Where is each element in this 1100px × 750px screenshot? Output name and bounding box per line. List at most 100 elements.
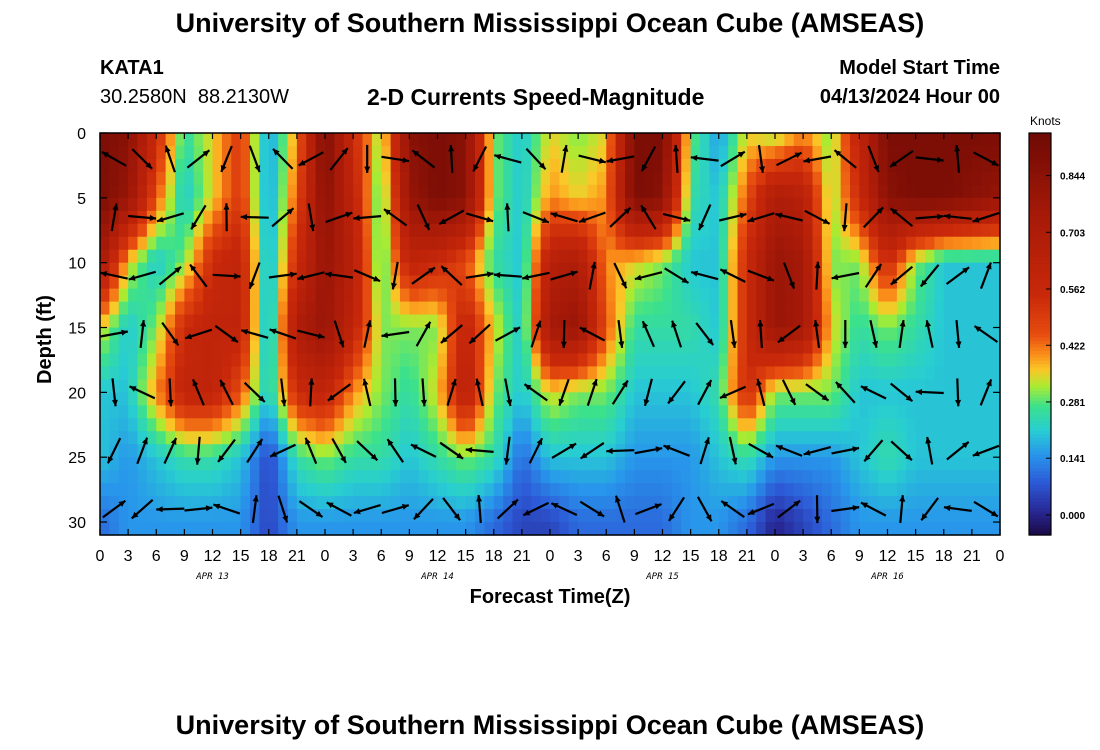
heatmap-cell xyxy=(325,444,335,458)
heatmap-cell xyxy=(353,483,364,497)
heatmap-cell xyxy=(850,184,860,199)
current-arrow-head xyxy=(384,209,391,216)
heatmap-cell xyxy=(765,470,776,484)
x-tick-label: 0 xyxy=(996,548,1005,565)
colorbar-band xyxy=(1029,447,1051,452)
heatmap-cell xyxy=(250,275,260,290)
heatmap-cell xyxy=(231,496,242,510)
current-arrow-head xyxy=(905,453,912,461)
colorbar-band xyxy=(1029,360,1051,365)
heatmap-cell xyxy=(540,470,551,484)
heatmap-cell xyxy=(212,184,223,199)
colorbar-band xyxy=(1029,189,1051,194)
heatmap-cell xyxy=(437,457,448,471)
heatmap-cell xyxy=(334,470,345,484)
heatmap-cell xyxy=(953,262,964,277)
heatmap-cell xyxy=(700,457,710,471)
heatmap-cell xyxy=(325,509,335,523)
heatmap-cell xyxy=(981,171,992,186)
heatmap-cell xyxy=(671,223,682,238)
heatmap-cell xyxy=(512,418,523,432)
colorbar-band xyxy=(1029,444,1051,449)
heatmap-cell xyxy=(728,470,739,484)
heatmap-cell xyxy=(906,262,917,277)
heatmap-cell xyxy=(118,509,129,523)
heatmap-cell xyxy=(540,509,551,523)
heatmap-cell xyxy=(381,431,392,445)
heatmap-cell xyxy=(756,197,767,212)
heatmap-cell xyxy=(784,366,795,380)
heatmap-cell xyxy=(643,249,654,264)
heatmap-cell xyxy=(531,353,542,368)
heatmap-cell xyxy=(915,496,926,510)
heatmap-cell xyxy=(606,262,617,277)
heatmap-cell xyxy=(484,223,495,238)
heatmap-cell xyxy=(981,405,992,419)
heatmap-cell xyxy=(868,288,879,303)
x-tick-label: 9 xyxy=(405,548,414,565)
heatmap-cell xyxy=(915,301,926,316)
heatmap-cell xyxy=(165,314,176,329)
heatmap-cell xyxy=(231,405,242,419)
heatmap-cell xyxy=(493,431,504,445)
heatmap-cell xyxy=(250,158,260,173)
colorbar-band xyxy=(1029,243,1051,248)
heatmap-cell xyxy=(850,301,860,316)
heatmap-cell xyxy=(184,522,195,536)
current-arrow-head xyxy=(739,212,747,219)
heatmap-cell xyxy=(662,288,673,303)
heatmap-cell xyxy=(775,171,785,186)
heatmap-cell xyxy=(550,457,560,471)
heatmap-cell xyxy=(306,249,317,264)
heatmap-cell xyxy=(775,133,785,147)
heatmap-cell xyxy=(971,301,982,316)
heatmap-cell xyxy=(690,223,701,238)
heatmap-cell xyxy=(531,431,542,445)
heatmap-cell xyxy=(390,197,401,212)
heatmap-cell xyxy=(456,353,467,368)
heatmap-cell xyxy=(793,249,804,264)
heatmap-cell xyxy=(109,314,120,329)
colorbar-tick-label: 0.422 xyxy=(1060,341,1085,352)
heatmap-cell xyxy=(484,379,495,393)
heatmap-cell xyxy=(821,340,832,355)
heatmap-cell xyxy=(287,327,298,342)
heatmap-cell xyxy=(278,314,289,329)
heatmap-cell xyxy=(690,418,701,432)
heatmap-cell xyxy=(981,340,992,355)
heatmap-cell xyxy=(690,275,701,290)
heatmap-cell xyxy=(906,158,917,173)
heatmap-cell xyxy=(756,431,767,445)
heatmap-cell xyxy=(718,133,729,147)
heatmap-cell xyxy=(596,327,607,342)
heatmap-cell xyxy=(137,262,148,277)
heatmap-cell xyxy=(118,418,129,432)
heatmap-cell xyxy=(578,301,589,316)
heatmap-cell xyxy=(306,288,317,303)
heatmap-cell xyxy=(643,470,654,484)
heatmap-cell xyxy=(550,470,560,484)
heatmap-cell xyxy=(934,522,945,536)
heatmap-cell xyxy=(306,340,317,355)
heatmap-cell xyxy=(221,366,232,380)
heatmap-cell xyxy=(315,431,326,445)
current-arrow-head xyxy=(270,451,278,457)
heatmap-cell xyxy=(718,223,729,238)
heatmap-cell xyxy=(625,392,635,406)
heatmap-cell xyxy=(606,366,617,380)
heatmap-cell xyxy=(587,366,598,380)
colorbar-band xyxy=(1029,374,1051,379)
heatmap-cell xyxy=(643,133,654,147)
heatmap-cell xyxy=(503,353,514,368)
heatmap-cell xyxy=(896,133,907,147)
heatmap-cell xyxy=(709,366,720,380)
current-arrow-head xyxy=(737,151,745,158)
heatmap-cell xyxy=(568,431,579,445)
heatmap-cell xyxy=(643,288,654,303)
heatmap-cell xyxy=(868,145,879,160)
colorbar-band xyxy=(1029,494,1051,499)
heatmap-cell xyxy=(231,301,242,316)
heatmap-cell xyxy=(390,133,401,147)
heatmap-cell xyxy=(428,353,439,368)
heatmap-cell xyxy=(634,431,645,445)
